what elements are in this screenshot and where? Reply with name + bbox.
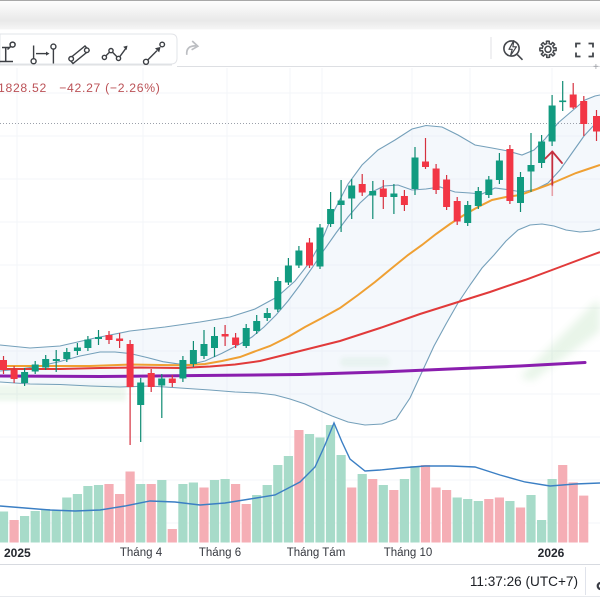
- svg-text:+: +: [593, 62, 599, 73]
- svg-text:Tháng 10: Tháng 10: [384, 547, 433, 559]
- svg-text:Tháng Tám: Tháng Tám: [287, 547, 346, 559]
- svg-text:11:37:26 (UTC+7): 11:37:26 (UTC+7): [470, 574, 578, 589]
- svg-text:Tháng 6: Tháng 6: [199, 547, 241, 559]
- svg-text:1828.52 −42.27 (−2.26%): 1828.52 −42.27 (−2.26%): [0, 81, 161, 95]
- svg-text:2026: 2026: [538, 546, 565, 560]
- svg-text:2025: 2025: [4, 546, 31, 560]
- svg-text:Tháng 4: Tháng 4: [120, 547, 163, 559]
